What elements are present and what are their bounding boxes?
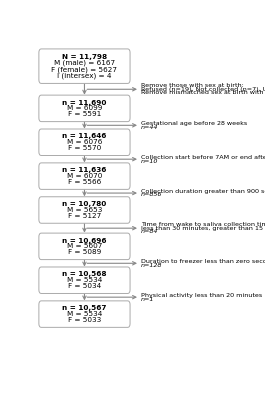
Text: M = 5607: M = 5607 [67,243,102,249]
Text: M = 5653: M = 5653 [67,207,102,213]
Text: F = 5570: F = 5570 [68,145,101,151]
Text: less than 30 minutes, greater than 15 hours, or NA: less than 30 minutes, greater than 15 ho… [141,226,265,231]
Text: n = 11,690: n = 11,690 [62,100,107,106]
Text: Duration to freezer less than zero seconds or NA: Duration to freezer less than zero secon… [141,259,265,264]
FancyBboxPatch shape [39,95,130,122]
FancyBboxPatch shape [39,163,130,189]
Text: Gestational age before 28 weeks: Gestational age before 28 weeks [141,121,247,126]
Text: n = 10,568: n = 10,568 [62,272,107,278]
Text: M = 6076: M = 6076 [67,139,102,145]
Text: F (female) = 5627: F (female) = 5627 [51,66,117,72]
Text: M = 6099: M = 6099 [67,105,102,111]
Text: n=44: n=44 [141,125,158,130]
Text: n=128: n=128 [141,263,162,268]
Text: Collection duration greater than 900 seconds or NA: Collection duration greater than 900 sec… [141,189,265,194]
Text: M = 6070: M = 6070 [67,173,102,179]
Text: Collection start before 7AM or end after 9PM: Collection start before 7AM or end after… [141,155,265,160]
Text: Remove mismatched sex at birth with sex at saliva collection (n=23): Remove mismatched sex at birth with sex … [141,90,265,96]
Text: N = 11,798: N = 11,798 [62,54,107,60]
Text: I (intersex) = 4: I (intersex) = 4 [57,72,112,79]
Text: Refused (n=19), Not collected (n=7), Unable to complete (n=59): Refused (n=19), Not collected (n=7), Una… [141,87,265,92]
Text: Physical activity less than 20 minutes: Physical activity less than 20 minutes [141,293,262,298]
Text: F = 5566: F = 5566 [68,179,101,185]
Text: n=1: n=1 [141,296,154,302]
Text: n=84: n=84 [141,229,158,234]
Text: F = 5127: F = 5127 [68,213,101,219]
Text: M = 5534: M = 5534 [67,277,102,283]
Text: n=10: n=10 [141,158,158,164]
FancyBboxPatch shape [39,197,130,223]
Text: Time from wake to saliva collection time: Time from wake to saliva collection time [141,222,265,227]
Text: Remove those with sex at birth:: Remove those with sex at birth: [141,83,244,88]
FancyBboxPatch shape [39,233,130,260]
FancyBboxPatch shape [39,49,130,84]
Text: M = 5534: M = 5534 [67,311,102,317]
Text: n = 10,567: n = 10,567 [62,305,107,311]
Text: F = 5033: F = 5033 [68,317,101,323]
Text: F = 5089: F = 5089 [68,249,101,255]
FancyBboxPatch shape [39,267,130,294]
Text: M (male) = 6167: M (male) = 6167 [54,60,115,66]
Text: n = 11,646: n = 11,646 [62,134,107,140]
Text: n = 10,780: n = 10,780 [62,201,107,207]
Text: F = 5591: F = 5591 [68,111,101,117]
Text: F = 5034: F = 5034 [68,283,101,289]
FancyBboxPatch shape [39,129,130,156]
Text: n = 10,696: n = 10,696 [62,238,107,244]
FancyBboxPatch shape [39,301,130,327]
Text: n = 11,636: n = 11,636 [62,167,107,173]
Text: n=856: n=856 [141,192,162,198]
